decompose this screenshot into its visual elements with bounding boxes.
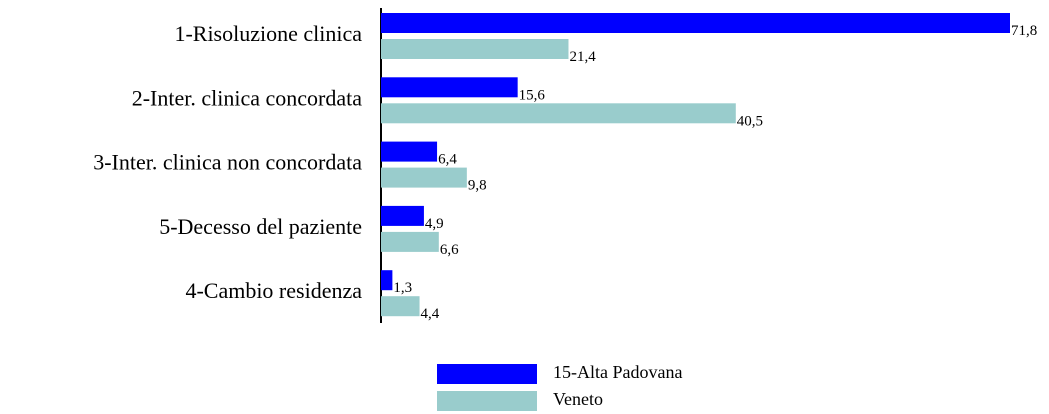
value-label: 6,6 [440,242,459,258]
bar [381,231,439,252]
category-label: 1-Risoluzione clinica [174,21,362,46]
legend-label: 15-Alta Padovana [553,362,682,382]
value-label: 9,8 [468,178,487,194]
value-label: 4,9 [425,216,444,232]
bar [381,296,420,317]
bar [381,39,569,59]
value-label: 21,4 [569,49,596,65]
category-label: 3-Inter. clinica non concordata [93,150,362,175]
bar [381,270,393,291]
value-label: 1,3 [393,280,412,296]
bar [381,103,736,124]
value-label: 40,5 [737,113,763,129]
value-label: 71,8 [1011,23,1037,39]
bar [381,141,438,162]
legend-label: Veneto [553,389,603,409]
category-label: 5-Decesso del paziente [159,214,362,239]
bar [381,167,467,188]
legend-swatch [437,364,537,384]
bar [381,13,1010,33]
bar [381,205,424,226]
category-label: 4-Cambio residenza [185,278,362,303]
value-label: 15,6 [519,87,546,103]
bar [381,77,518,98]
legend-swatch [437,391,537,411]
category-label: 2-Inter. clinica concordata [132,85,363,110]
value-label: 4,4 [421,306,440,322]
value-label: 6,4 [438,152,457,168]
